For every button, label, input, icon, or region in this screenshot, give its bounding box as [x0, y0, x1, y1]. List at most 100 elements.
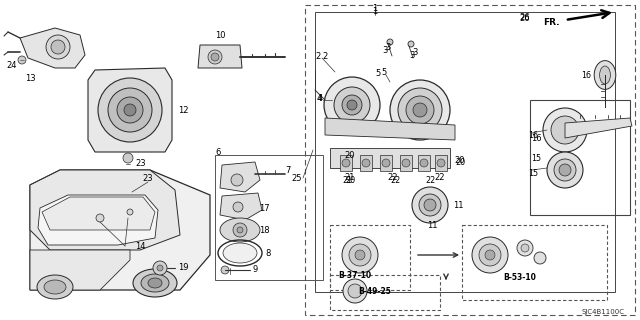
Circle shape [324, 77, 380, 133]
Text: 6: 6 [215, 148, 221, 156]
Circle shape [521, 244, 529, 252]
Text: 14: 14 [135, 242, 145, 251]
Text: 11: 11 [452, 201, 463, 210]
Bar [305, 5, 635, 315]
Circle shape [233, 223, 247, 237]
Circle shape [343, 279, 367, 303]
Text: 18: 18 [259, 226, 269, 235]
Circle shape [334, 87, 370, 123]
Circle shape [51, 40, 65, 54]
Polygon shape [220, 162, 260, 192]
Circle shape [406, 96, 434, 124]
Text: 16: 16 [581, 70, 591, 79]
Text: 4: 4 [317, 93, 323, 102]
Ellipse shape [223, 243, 257, 263]
Circle shape [554, 159, 576, 181]
Text: 23: 23 [135, 158, 146, 167]
Text: 20: 20 [345, 150, 355, 159]
Circle shape [349, 244, 371, 266]
Circle shape [117, 97, 143, 123]
Circle shape [402, 159, 410, 167]
Circle shape [534, 252, 546, 264]
Text: 1: 1 [372, 4, 378, 12]
Circle shape [412, 187, 448, 223]
Text: 21: 21 [345, 172, 355, 181]
Circle shape [124, 104, 136, 116]
Text: 26: 26 [520, 13, 531, 22]
Polygon shape [325, 118, 455, 140]
Circle shape [472, 237, 508, 273]
Text: 12: 12 [178, 106, 189, 115]
Text: 22: 22 [435, 172, 445, 181]
Text: 20: 20 [345, 175, 355, 185]
Circle shape [221, 266, 229, 274]
Polygon shape [30, 250, 130, 290]
Text: 22: 22 [388, 172, 398, 181]
Bar [215, 155, 323, 280]
Text: 16: 16 [531, 133, 541, 142]
Text: 21: 21 [342, 175, 352, 185]
Text: B-49-25: B-49-25 [358, 286, 392, 295]
Circle shape [211, 53, 219, 61]
Circle shape [342, 159, 350, 167]
Polygon shape [38, 195, 158, 245]
Text: 20: 20 [455, 156, 465, 164]
Circle shape [387, 39, 393, 45]
Circle shape [551, 116, 579, 144]
Text: 5: 5 [381, 68, 387, 76]
Bar [530, 100, 630, 215]
Circle shape [237, 227, 243, 233]
Text: 9: 9 [252, 266, 258, 275]
Circle shape [413, 103, 427, 117]
Circle shape [157, 265, 163, 271]
Bar [340, 155, 352, 171]
Text: 25: 25 [291, 173, 302, 182]
Circle shape [424, 199, 436, 211]
Circle shape [479, 244, 501, 266]
Text: 8: 8 [266, 249, 271, 258]
Circle shape [127, 209, 133, 215]
Circle shape [18, 56, 26, 64]
Circle shape [348, 284, 362, 298]
Text: 1: 1 [372, 6, 378, 15]
Text: 11: 11 [427, 220, 437, 229]
Ellipse shape [148, 278, 162, 288]
Text: 15: 15 [531, 154, 541, 163]
Circle shape [355, 250, 365, 260]
Ellipse shape [44, 280, 66, 294]
Ellipse shape [220, 218, 260, 242]
Ellipse shape [133, 269, 177, 297]
Ellipse shape [37, 275, 73, 299]
Polygon shape [42, 197, 155, 230]
Text: SJC4B1100C: SJC4B1100C [582, 309, 625, 315]
Bar [462, 225, 607, 300]
Bar [330, 225, 410, 290]
Text: 5: 5 [376, 68, 381, 77]
Circle shape [231, 174, 243, 186]
Text: 19: 19 [178, 263, 189, 273]
Circle shape [382, 159, 390, 167]
Circle shape [96, 214, 104, 222]
Bar [330, 148, 450, 168]
Circle shape [408, 41, 414, 47]
Ellipse shape [594, 60, 616, 89]
Bar [315, 12, 615, 292]
Circle shape [342, 237, 378, 273]
Bar [330, 275, 440, 310]
Circle shape [233, 202, 243, 212]
Bar [380, 155, 392, 171]
Ellipse shape [600, 66, 611, 84]
Text: 22: 22 [425, 175, 435, 185]
Text: 23: 23 [143, 173, 154, 182]
Text: FR.: FR. [543, 18, 560, 27]
Circle shape [108, 88, 152, 132]
Circle shape [485, 250, 495, 260]
Circle shape [543, 108, 587, 152]
Circle shape [362, 159, 370, 167]
Text: 3: 3 [412, 47, 418, 57]
Polygon shape [565, 118, 632, 138]
Polygon shape [88, 68, 172, 152]
Circle shape [559, 164, 571, 176]
Text: B-53-10: B-53-10 [504, 274, 536, 283]
Circle shape [547, 152, 583, 188]
